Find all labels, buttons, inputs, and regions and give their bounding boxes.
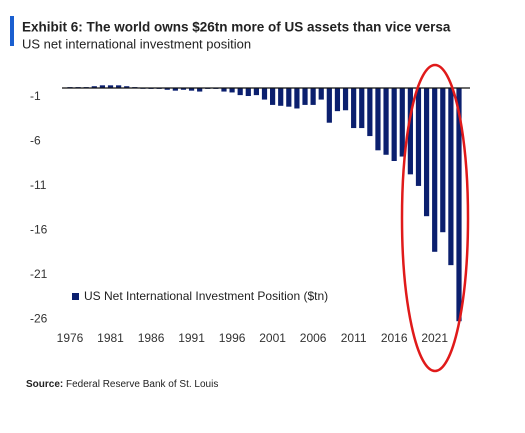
x-tick-label: 1996 — [219, 331, 246, 345]
bar — [334, 88, 341, 112]
bar — [294, 88, 300, 109]
bar — [91, 86, 97, 88]
bar — [367, 88, 373, 137]
bar — [440, 88, 446, 233]
title-accent — [10, 16, 14, 46]
bar — [342, 88, 349, 111]
bar — [245, 88, 251, 97]
bar — [107, 85, 114, 88]
bar — [286, 88, 292, 107]
bar — [359, 88, 365, 129]
x-tick-label: 2006 — [300, 331, 327, 345]
bar — [423, 88, 430, 217]
bar — [278, 88, 284, 106]
y-tick-label: -11 — [30, 178, 47, 192]
bar — [124, 86, 130, 88]
x-tick-label: 2001 — [259, 331, 286, 345]
bar — [456, 88, 462, 322]
bar — [375, 88, 381, 151]
bar — [326, 88, 332, 123]
bar — [407, 88, 413, 175]
bar — [432, 88, 438, 252]
bar — [237, 88, 243, 96]
bar — [197, 88, 203, 92]
x-tick-label: 1976 — [57, 331, 84, 345]
plot: -1 -6 -11 -16 -21 -26 1976 1981 1986 1991 1996 2001… — [30, 85, 470, 345]
source-text: Federal Reserve Bank of St. Louis — [66, 379, 218, 390]
bar — [253, 88, 259, 96]
y-tick-label: -16 — [30, 223, 48, 237]
bar — [229, 88, 235, 93]
bar — [270, 88, 276, 105]
bar — [188, 88, 195, 91]
bar — [415, 88, 422, 186]
bar — [221, 88, 227, 92]
legend-label: US Net International Investment Position… — [84, 289, 328, 303]
chart-title: Exhibit 6: The world owns $26tn more of … — [22, 20, 451, 35]
source: Source: Federal Reserve Bank of St. Loui… — [26, 379, 218, 390]
x-tick-label: 2021 — [421, 331, 448, 345]
y-tick-label: -6 — [30, 134, 41, 148]
bar — [383, 88, 389, 155]
bar — [164, 88, 170, 90]
bar — [172, 88, 178, 91]
legend-swatch — [72, 293, 79, 300]
bar — [318, 88, 324, 100]
bar — [351, 88, 357, 129]
x-tick-label: 1991 — [178, 331, 205, 345]
bar — [180, 88, 187, 90]
bar — [261, 88, 268, 100]
y-tick-label: -1 — [30, 89, 41, 103]
source-label: Source: — [26, 379, 63, 390]
bar — [399, 88, 405, 157]
y-tick-label: -26 — [30, 312, 48, 326]
x-tick-label: 2011 — [341, 331, 367, 345]
chart-subtitle: US net international investment position — [22, 36, 251, 51]
x-tick-label: 1986 — [138, 331, 165, 345]
x-tick-label: 1981 — [97, 331, 124, 345]
y-tick-label: -21 — [30, 267, 48, 281]
bar — [99, 85, 106, 88]
bar — [391, 88, 397, 161]
bar — [310, 88, 316, 105]
bar — [116, 85, 122, 88]
bar — [448, 88, 454, 266]
x-tick-label: 2016 — [381, 331, 408, 345]
bar — [302, 88, 308, 105]
highlight-ellipse — [400, 63, 470, 373]
